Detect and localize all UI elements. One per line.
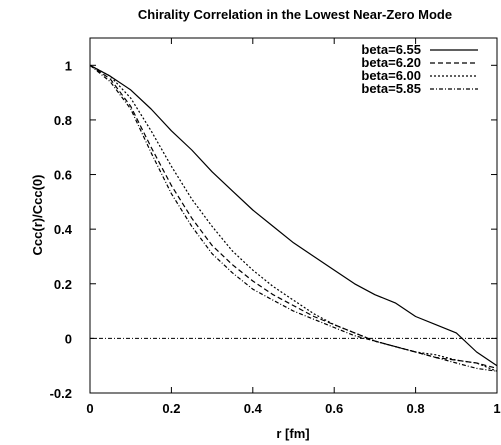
y-tick-label: 1 [65, 58, 72, 73]
y-tick-label: 0.4 [54, 222, 73, 237]
legend-label: beta=6.20 [361, 55, 421, 70]
legend-label: beta=6.00 [361, 68, 421, 83]
y-tick-label: -0.2 [50, 386, 72, 401]
x-tick-label: 0.8 [407, 401, 425, 416]
x-axis-label: r [fm] [276, 426, 309, 441]
y-tick-label: 0.6 [54, 168, 72, 183]
x-tick-label: 0 [86, 401, 93, 416]
plot-frame [89, 37, 498, 394]
legend-label: beta=6.55 [361, 42, 421, 57]
y-tick-label: 0.2 [54, 277, 72, 292]
series-line-1 [89, 64, 498, 367]
y-axis-label: Ccc(r)/Ccc(0) [30, 175, 45, 256]
x-tick-label: 1 [493, 401, 500, 416]
axis-ticks: 0 0.2 0.4 0.6 0.8 1 -0.2 0 0.2 0.4 0.6 0.8 1 [50, 38, 501, 416]
x-tick-label: 0.2 [162, 401, 180, 416]
x-tick-label: 0.4 [244, 401, 263, 416]
series-line-4 [89, 64, 498, 372]
chart-title: Chirality Correlation in the Lowest Near… [138, 7, 452, 22]
legend-label: beta=5.85 [361, 81, 421, 96]
y-tick-label: 0.8 [54, 113, 72, 128]
series-line-3 [89, 64, 498, 372]
y-tick-label: 0 [65, 331, 72, 346]
x-tick-label: 0.6 [325, 401, 343, 416]
series-line-2 [89, 64, 498, 369]
series-group [89, 64, 498, 372]
